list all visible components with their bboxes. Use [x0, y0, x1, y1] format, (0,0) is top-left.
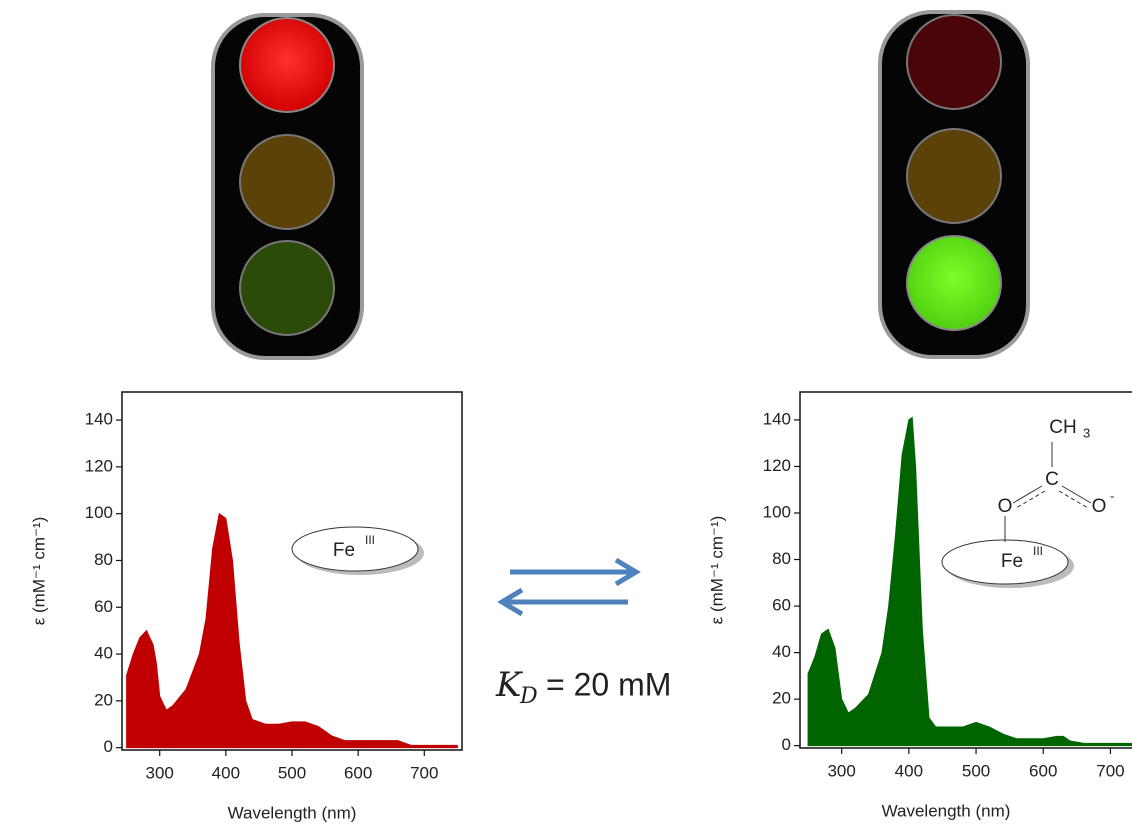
traffic-light-right — [878, 10, 1030, 359]
x-axis-label: Wavelength (nm) — [228, 803, 357, 822]
oxidation-label: III — [365, 533, 375, 547]
kd-symbol: K — [495, 665, 524, 705]
y-tick-label: 40 — [772, 642, 791, 661]
methyl-subscript: 3 — [1083, 425, 1090, 440]
x-tick-label: 400 — [212, 763, 240, 782]
x-tick-label: 500 — [962, 761, 990, 780]
chart: 0 20 40 60 80 100 120 140 300 400 500 600 700 Wavelen… — [707, 391, 1132, 820]
x-tick-label: 600 — [344, 763, 372, 782]
x-tick-label: 400 — [895, 761, 923, 780]
y-tick-label: 80 — [94, 550, 113, 569]
y-tick-label: 80 — [772, 549, 791, 568]
area — [126, 512, 458, 749]
y-tick-label: 60 — [772, 596, 791, 615]
y-tick-label: 100 — [763, 502, 791, 521]
x-tick-label: 300 — [827, 761, 855, 780]
charge-label: - — [1110, 488, 1114, 503]
y-tick-label: 40 — [94, 644, 113, 663]
y-tick-label: 60 — [94, 597, 113, 616]
fe-complex-right: Fe III CH 3 C O O - — [941, 417, 1114, 588]
y-tick-label: 0 — [104, 737, 113, 756]
y-tick-label: 0 — [782, 735, 791, 754]
x-tick-label: 500 — [278, 763, 306, 782]
plot-frame — [799, 391, 1132, 749]
fe-complex-left: Fe III — [291, 526, 424, 575]
plot-frame — [121, 391, 463, 751]
y-tick-label: 100 — [85, 503, 113, 522]
y-axis-label: ε (mM⁻¹ cm⁻¹) — [29, 517, 48, 626]
x-tick-label: 700 — [1096, 761, 1124, 780]
y-axis-label: ε (mM⁻¹ cm⁻¹) — [707, 516, 726, 625]
oxygen-label: O — [1092, 496, 1107, 517]
equilibrium-arrows — [497, 557, 641, 617]
x-tick-label: 300 — [146, 763, 174, 782]
y-tick-label: 20 — [772, 689, 791, 708]
traffic-light-left — [211, 13, 364, 360]
area — [807, 416, 1132, 747]
metal-label: Fe — [1001, 551, 1023, 572]
x-tick-label: 600 — [1029, 761, 1057, 780]
oxidation-label: III — [1033, 544, 1043, 558]
metal-label: Fe — [333, 540, 355, 561]
y-tick-label: 140 — [85, 410, 113, 429]
y-tick-label: 20 — [94, 690, 113, 709]
chart: 0 20 40 60 80 100 120 140 300 400 500 600 700 Wavelen… — [29, 391, 463, 822]
oxygen-label: O — [998, 496, 1013, 517]
x-tick-label: 700 — [410, 763, 438, 782]
kd-subscript: D — [519, 684, 538, 709]
methyl-label: CH — [1049, 417, 1076, 438]
y-tick-label: 140 — [763, 409, 791, 428]
kd-value: = 20 mM — [546, 666, 671, 702]
x-axis-label: Wavelength (nm) — [882, 801, 1011, 820]
y-tick-label: 120 — [763, 456, 791, 475]
carbon-label: C — [1045, 469, 1059, 490]
y-tick-label: 120 — [85, 456, 113, 475]
